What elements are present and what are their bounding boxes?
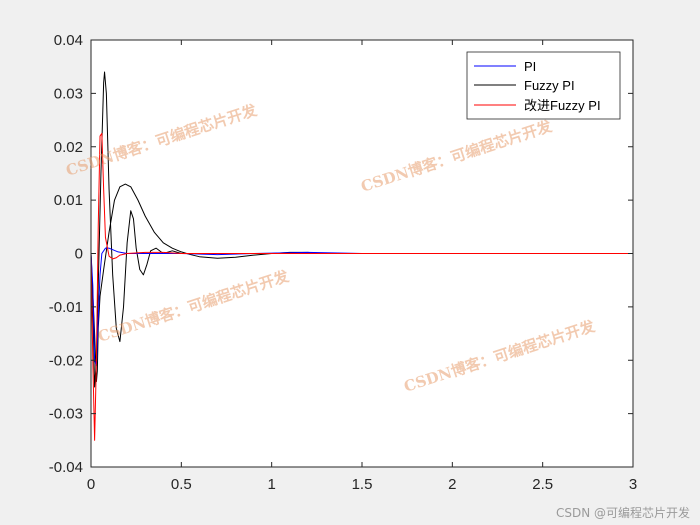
x-tick-label: 3 [629,476,637,493]
x-tick-label: 1 [267,476,275,493]
y-tick-label: -0.03 [49,406,83,423]
x-tick-label: 1.5 [352,476,373,493]
legend: PI Fuzzy PI 改进Fuzzy PI [466,51,621,120]
y-tick-label: -0.02 [49,352,83,369]
x-tick-label: 0.5 [171,476,192,493]
csdn-credit: CSDN @可编程芯片开发 [556,505,690,520]
x-tick-label: 0 [87,476,95,493]
y-tick-label: -0.04 [49,459,83,476]
series-line-fuzzy-pi [90,132,633,441]
series-layer [90,71,633,441]
y-tick-label: 0 [75,246,83,263]
y-tick-label: 0.04 [54,32,83,49]
legend-label-pi: PI [524,59,536,74]
y-tick-label: 0.02 [54,139,83,156]
series-line-fuzzy-pi [90,71,633,388]
y-tick-label: 0.03 [54,85,83,102]
legend-label-fuzzy-pi: Fuzzy PI [524,78,575,93]
ticks-layer: 0 0.5 1 1.5 2 2.5 3 -0.04 -0.03 -0.02 -0.01 0 0.01 0.… [49,32,637,493]
y-tick-label: 0.01 [54,192,83,209]
x-tick-label: 2.5 [532,476,553,493]
x-tick-label: 2 [448,476,456,493]
y-tick-label: -0.01 [49,299,83,316]
legend-label-improved-fuzzy-pi: 改进Fuzzy PI [524,98,601,113]
